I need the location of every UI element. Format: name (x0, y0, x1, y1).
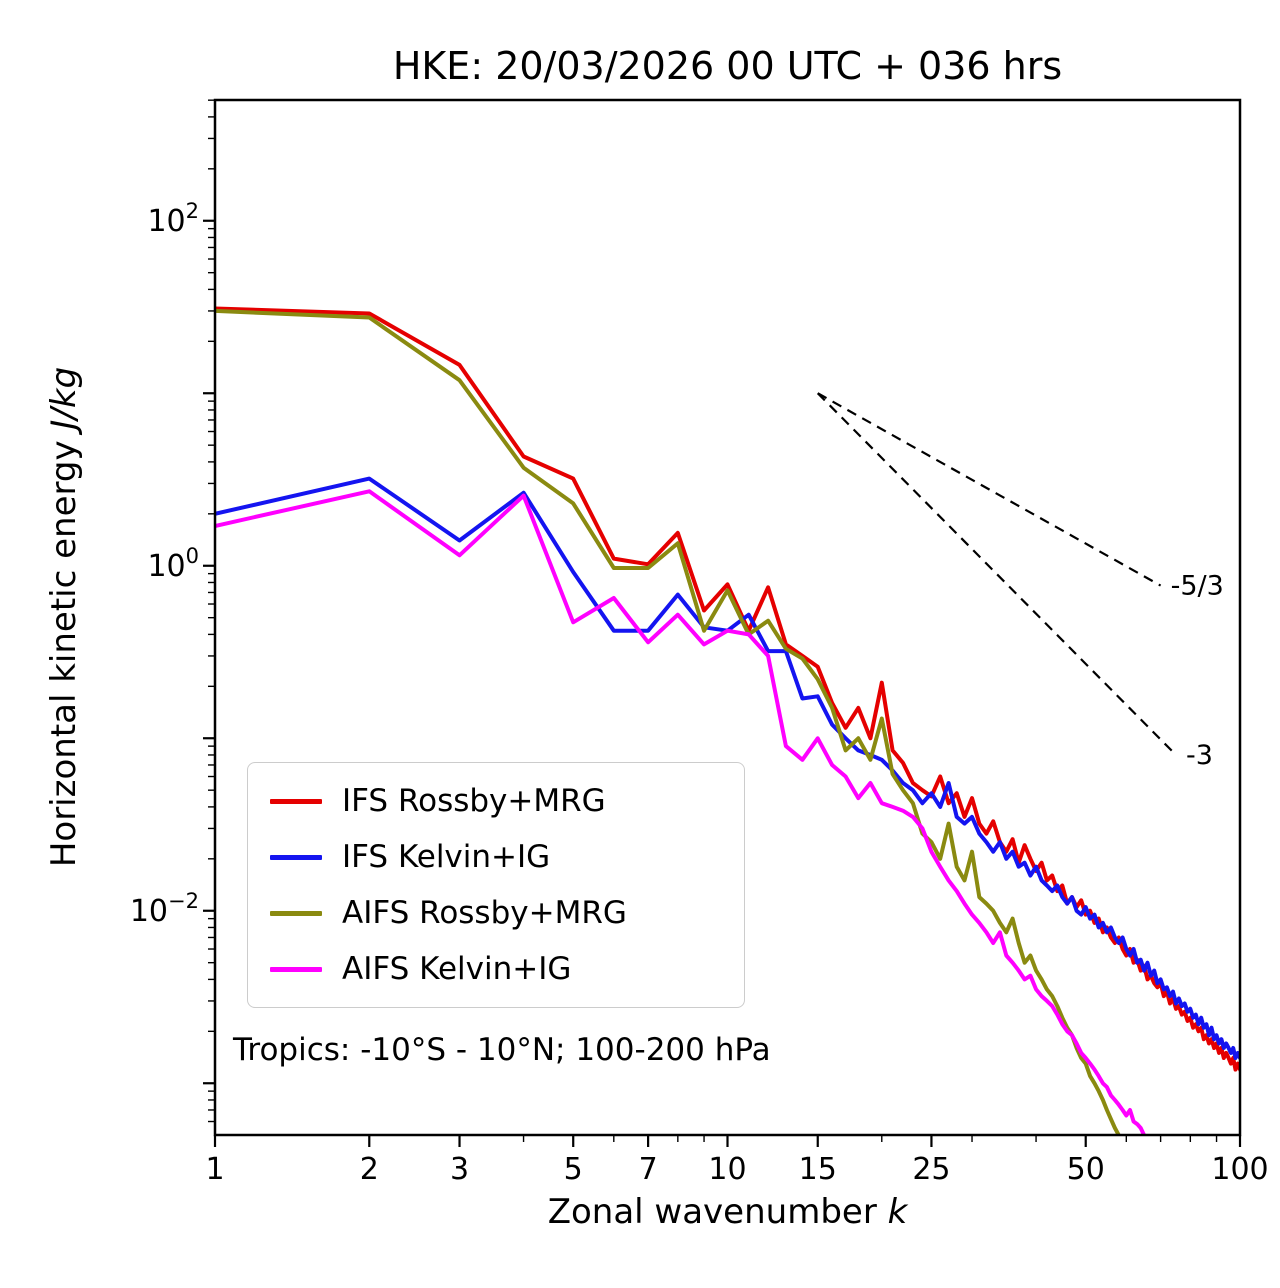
x-tick-label: 50 (1067, 1152, 1105, 1187)
x-tick-label: 7 (639, 1152, 658, 1187)
x-tick-label: 25 (912, 1152, 950, 1187)
y-axis-label-text: Horizontal kinetic energy (44, 429, 84, 868)
x-tick-label: 3 (450, 1152, 469, 1187)
legend-item-ifs-kelvin-ig: IFS Kelvin+IG (270, 839, 722, 875)
series-line-aifs-kelvin-ig (215, 489, 1147, 1135)
plot-border (213, 98, 1242, 1137)
legend-swatch-ifs-kelvin-ig (270, 854, 322, 860)
x-axis-label: Zonal wavenumber k (215, 1192, 1240, 1232)
y-axis-label: Horizontal kinetic energy J/kg (44, 367, 84, 867)
x-tick-label: 2 (360, 1152, 379, 1187)
legend-swatch-aifs-rossby-mrg (270, 910, 322, 916)
series-group (215, 306, 1240, 1135)
legend-item-ifs-rossby-mrg: IFS Rossby+MRG (270, 783, 722, 819)
legend-item-aifs-rossby-mrg: AIFS Rossby+MRG (270, 895, 722, 931)
x-tick-label: 5 (564, 1152, 583, 1187)
legend-label: AIFS Rossby+MRG (342, 895, 627, 931)
x-axis-label-symbol: k (887, 1192, 908, 1232)
x-tick-label: 1 (205, 1152, 224, 1187)
x-tick-label: 15 (799, 1152, 837, 1187)
chart-title: HKE: 20/03/2026 00 UTC + 036 hrs (392, 44, 1063, 88)
series-line-aifs-rossby-mrg (215, 308, 1121, 1135)
x-tick-label: 100 (1211, 1152, 1268, 1187)
x-axis-label-text: Zonal wavenumber (547, 1192, 888, 1232)
reference-line-label--5-3: -5/3 (1171, 571, 1224, 602)
reference-line-label--3: -3 (1186, 740, 1213, 771)
legend-swatch-ifs-rossby-mrg (270, 798, 322, 804)
legend-swatch-aifs-kelvin-ig (270, 966, 322, 972)
y-tick-label: 100 (147, 544, 199, 584)
reference-line--5-3 (817, 392, 1162, 587)
y-tick-label: 102 (147, 199, 199, 239)
legend: IFS Rossby+MRG IFS Kelvin+IG AIFS Rossby+M… (247, 762, 745, 1008)
x-tick-label: 10 (708, 1152, 746, 1187)
legend-item-aifs-kelvin-ig: AIFS Kelvin+IG (270, 951, 722, 987)
legend-label: IFS Kelvin+IG (342, 839, 551, 875)
reference-line--3 (816, 392, 1177, 756)
legend-label: IFS Rossby+MRG (342, 783, 606, 819)
y-tick-label: 10−2 (130, 889, 199, 929)
region-annotation: Tropics: -10°S - 10°N; 100-200 hPa (233, 1032, 771, 1068)
y-axis-label-units: J/kg (44, 366, 84, 430)
legend-label: AIFS Kelvin+IG (342, 951, 572, 987)
